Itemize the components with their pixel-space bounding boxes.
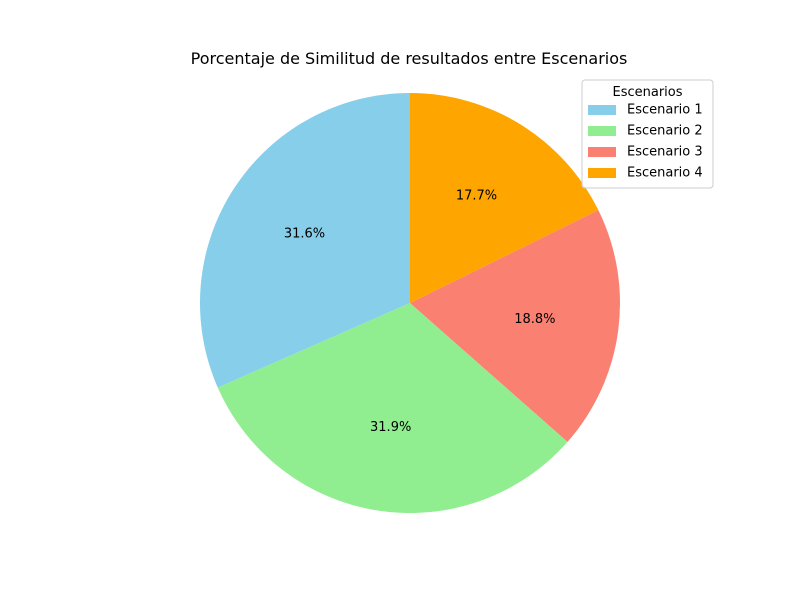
chart-title: Porcentaje de Similitud de resultados en… [191,49,628,68]
legend-label-escenario-1: Escenario 1 [627,103,703,118]
pie-slice-escenario-4 [410,93,599,303]
legend-label-escenario-3: Escenario 3 [627,145,703,160]
legend-title: Escenarios [612,85,682,100]
pie-slice-escenario-2 [217,303,568,513]
pie-value-label-escenario-1: 31.6% [284,227,325,242]
legend-swatch-escenario-3 [588,147,616,157]
legend-swatch-escenario-1 [588,105,616,115]
pie-slice-escenario-3 [410,210,620,442]
pie-value-label-escenario-4: 17.7% [456,188,497,203]
legend-swatch-escenario-2 [588,126,616,136]
legend-label-escenario-2: Escenario 2 [627,124,703,139]
legend-label-escenario-4: Escenario 4 [627,166,703,181]
pie-value-label-escenario-3: 18.8% [514,312,555,327]
pie-value-label-escenario-2: 31.9% [370,420,411,435]
pie-slices [200,93,620,513]
pie-slice-escenario-1 [200,93,410,388]
pie-value-labels: 31.6% 31.9% 18.8% 17.7% [284,188,556,435]
legend-items: Escenario 1 Escenario 2 Escenario 3 Escenar… [588,103,703,181]
legend-swatch-escenario-4 [588,168,616,178]
